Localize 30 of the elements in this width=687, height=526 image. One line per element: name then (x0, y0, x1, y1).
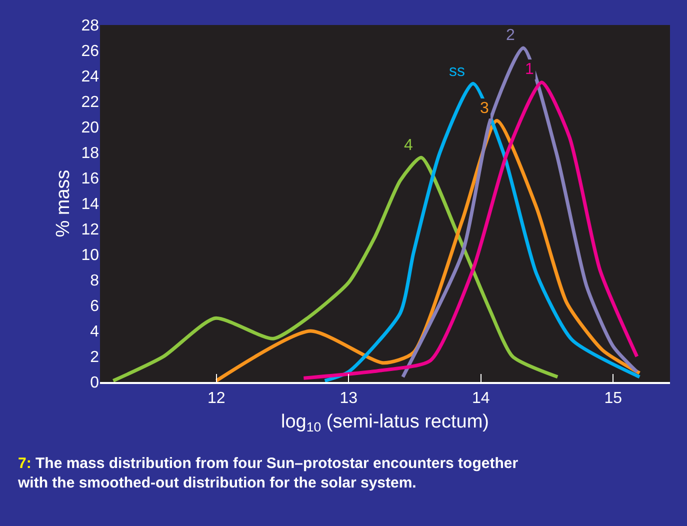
y-tick-label: 16 (81, 170, 100, 188)
series-label: 3 (480, 100, 489, 117)
x-axis-title: log$_{10}$ (semi-latus rectum) (280, 412, 490, 434)
y-tick-label: 14 (81, 196, 100, 214)
y-tick-label: 12 (81, 222, 100, 239)
y-tick-label: 0 (90, 374, 100, 392)
x-tick-label: 14 (472, 390, 490, 408)
x-tick-label: 15 (604, 390, 622, 408)
x-tick-label: 12 (207, 390, 226, 408)
y-tick-label: 20 (81, 120, 100, 137)
y-tick-label: 18 (81, 145, 100, 162)
y-tick-label: 4 (90, 324, 100, 341)
y-axis-title: % mass (53, 170, 74, 238)
y-tick-label: 24 (81, 68, 100, 86)
y-tick-label: 26 (81, 43, 100, 60)
y-tick-label: 2 (90, 349, 100, 366)
text: 7: The mass distribution from four Sun–protostar encounters together with the smoothed-out distribution for the solar system. (17, 455, 518, 492)
y-tick-label: 6 (90, 298, 100, 316)
y-tick-label: 28 (81, 18, 100, 35)
y-tick-label: 8 (90, 272, 100, 290)
x-tick-label: 13 (340, 390, 358, 408)
y-tick-label: 22 (81, 94, 100, 112)
y-tick-label: 10 (81, 247, 100, 264)
line-series (401, 46, 639, 379)
series-label: 1 (525, 61, 534, 78)
series-label: 4 (404, 137, 413, 154)
series-label: ss (449, 63, 465, 80)
series-label: 2 (506, 27, 515, 44)
line-series (111, 156, 560, 382)
line-series (214, 118, 642, 382)
